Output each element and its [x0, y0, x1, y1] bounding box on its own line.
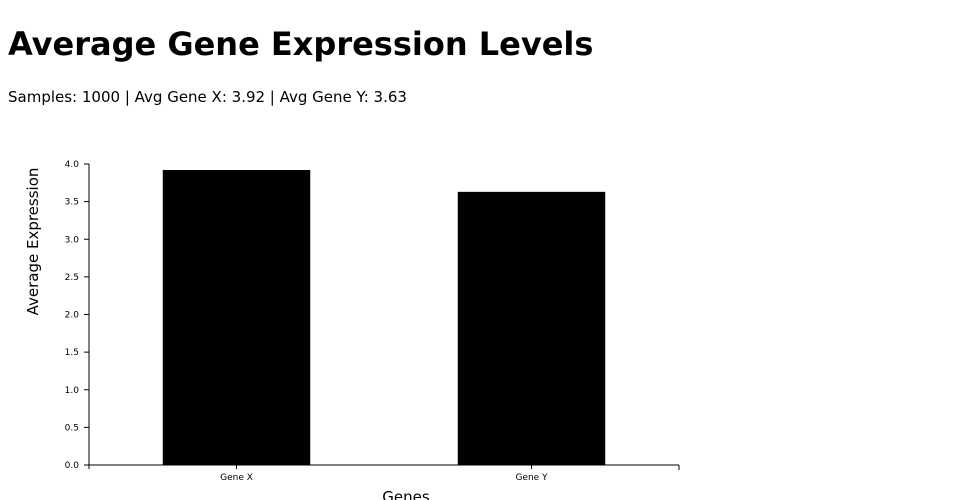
bar-gene-y	[457, 191, 606, 465]
bars-group	[162, 170, 606, 465]
x-axis-title: Genes	[382, 488, 430, 500]
y-tick-label: 1.5	[65, 348, 79, 358]
y-tick-label: 4.0	[65, 160, 80, 170]
bar-gene-x	[162, 170, 311, 465]
x-tick-label: Gene Y	[515, 473, 548, 483]
y-axis: 0.0 0.5 1.0 1.5 2.0 2.5 3.0 3.5 4.0	[65, 160, 90, 471]
y-tick-label: 3.0	[65, 235, 80, 245]
y-tick-label: 0.5	[65, 423, 79, 433]
x-tick-label: Gene X	[220, 473, 253, 483]
y-tick-label: 2.0	[65, 311, 80, 321]
y-tick-label: 1.0	[65, 386, 80, 396]
summary-stats: Samples: 1000 | Avg Gene X: 3.92 | Avg G…	[8, 88, 407, 106]
y-tick-label: 2.5	[65, 273, 79, 283]
y-axis-title: Average Expression	[24, 168, 42, 316]
x-axis: Gene X Gene Y	[89, 464, 680, 483]
y-tick-label: 3.5	[65, 198, 79, 208]
page-title: Average Gene Expression Levels	[8, 25, 594, 63]
y-tick-label: 0.0	[65, 461, 80, 471]
